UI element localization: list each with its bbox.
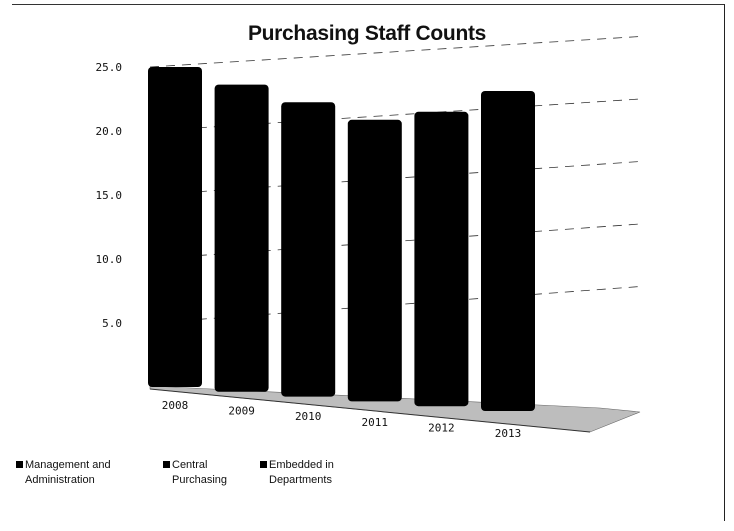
x-tick-label: 2012 [428, 421, 455, 434]
y-tick-label: 15.0 [96, 189, 123, 202]
y-tick-label: 10.0 [96, 253, 123, 266]
x-tick-label: 2009 [228, 405, 255, 418]
legend-label: Embedded in Departments [269, 459, 334, 486]
x-tick-label: 2011 [362, 416, 389, 429]
chart-title: Purchasing Staff Counts [247, 22, 487, 45]
legend: Management and Administration Central Pu… [16, 458, 393, 488]
legend-item-central: Central Purchasing [163, 458, 246, 488]
chart-frame [12, 4, 725, 521]
gridline [149, 36, 641, 68]
x-tick-label: 2010 [295, 410, 322, 423]
y-tick-label: 20.0 [96, 125, 123, 138]
bar [481, 91, 535, 411]
legend-swatch [163, 461, 170, 468]
bar [347, 119, 402, 402]
legend-swatch [16, 461, 23, 468]
bar [414, 111, 469, 407]
bar [214, 84, 269, 392]
legend-swatch [260, 461, 267, 468]
x-tick-label: 2008 [162, 399, 189, 412]
legend-label: Central Purchasing [172, 459, 228, 486]
bar [281, 102, 336, 397]
legend-label: Management and Administration [25, 459, 111, 486]
bar [148, 67, 202, 387]
x-axis-line [149, 388, 591, 433]
x-tick-label: 2013 [495, 427, 522, 440]
y-tick-label: 5.0 [102, 317, 122, 330]
legend-item-embedded: Embedded in Departments [260, 458, 393, 488]
y-tick-label: 25.0 [96, 61, 123, 74]
legend-item-management: Management and Administration [16, 458, 149, 488]
